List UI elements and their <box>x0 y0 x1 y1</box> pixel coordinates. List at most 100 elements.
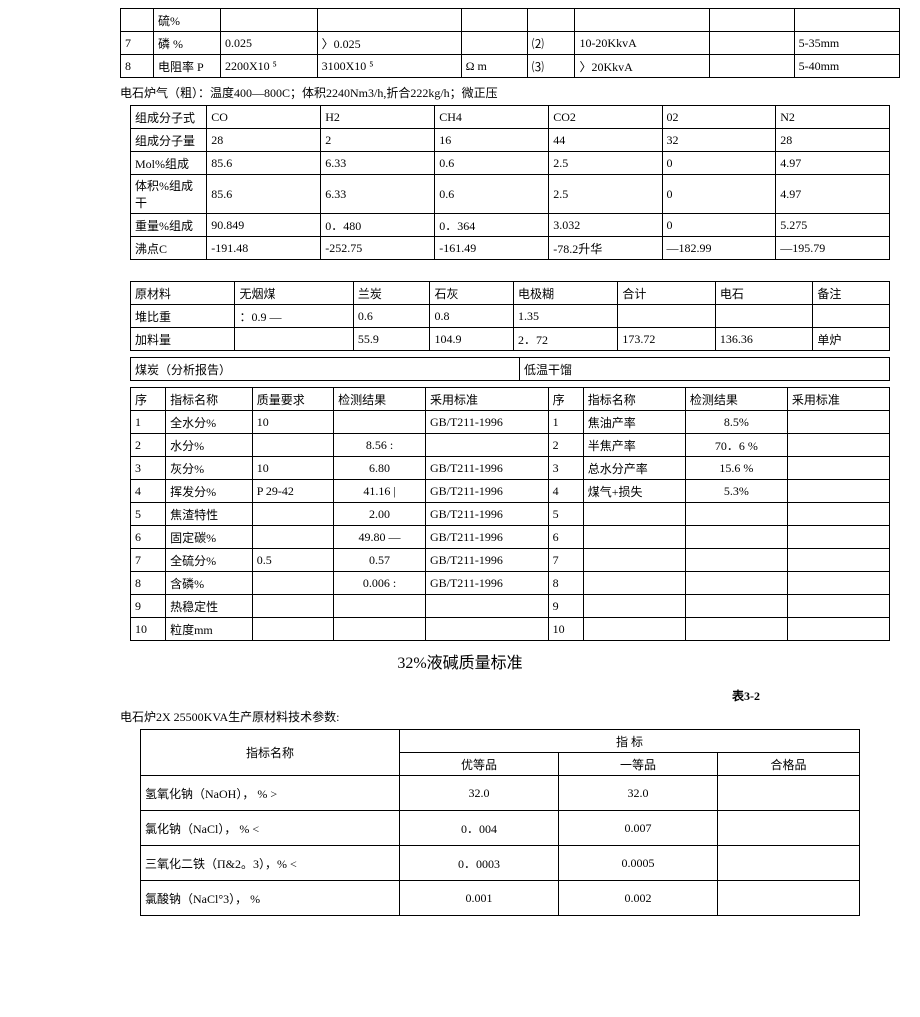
coal-header-table: 煤炭（分析报告） 低温干馏 <box>130 357 890 381</box>
cell: 8 <box>121 55 154 78</box>
cell: 7 <box>131 549 166 572</box>
cell: 石灰 <box>430 282 514 305</box>
cell <box>709 32 794 55</box>
cell: 粒度mm <box>166 618 253 641</box>
cell: 2200X10 ⁵ <box>221 55 318 78</box>
cell: 5-35mm <box>794 32 899 55</box>
cell: 煤气+损失 <box>583 480 685 503</box>
cell <box>461 9 527 32</box>
cell <box>718 776 860 811</box>
col-head: 指标名称 <box>166 388 253 411</box>
cell: 49.80 — <box>334 526 426 549</box>
cell: 0.006 : <box>334 572 426 595</box>
table-number: 表3-2 <box>120 687 800 704</box>
cell: ⑵ <box>527 32 575 55</box>
cell <box>787 526 889 549</box>
cell: 8 <box>131 572 166 595</box>
cell <box>787 457 889 480</box>
cell <box>813 305 890 328</box>
spec-table: 指标名称 指 标 优等品 一等品 合格品 氢氧化钠（NaOH）， % >32.0… <box>140 729 860 916</box>
cell: -161.49 <box>435 237 549 260</box>
cell: 41.16 | <box>334 480 426 503</box>
cell: 〉20KkvA <box>575 55 709 78</box>
cell: 0.8 <box>430 305 514 328</box>
prod-caption: 电石炉2X 25500KVA生产原材料技术参数: <box>120 708 800 725</box>
spec-name-head: 指标名称 <box>141 730 400 776</box>
cell: 组成分子量 <box>131 129 207 152</box>
cell: 4.97 <box>776 152 890 175</box>
cell: 7 <box>548 549 583 572</box>
cell <box>787 618 889 641</box>
cell <box>583 526 685 549</box>
cell: 10-20KkvA <box>575 32 709 55</box>
cell: 热稳定性 <box>166 595 253 618</box>
cell <box>583 572 685 595</box>
cell: 体积%组成干 <box>131 175 207 214</box>
cell <box>787 572 889 595</box>
cell: 全硫分% <box>166 549 253 572</box>
cell: 173.72 <box>618 328 715 351</box>
cell: 5 <box>548 503 583 526</box>
cell: 电石 <box>715 282 812 305</box>
cell: 水分% <box>166 434 253 457</box>
cell: 5 <box>131 503 166 526</box>
cell <box>334 618 426 641</box>
cell: 5.275 <box>776 214 890 237</box>
cell: 70．6 % <box>685 434 787 457</box>
cell: 2 <box>321 129 435 152</box>
cell: CO <box>207 106 321 129</box>
cell <box>583 549 685 572</box>
cell <box>685 572 787 595</box>
cell <box>787 480 889 503</box>
cell: 焦渣特性 <box>166 503 253 526</box>
cell: 32 <box>662 129 776 152</box>
cell: P 29-42 <box>252 480 333 503</box>
cell: 0.025 <box>221 32 318 55</box>
cell: 136.36 <box>715 328 812 351</box>
cell: 0．364 <box>435 214 549 237</box>
cell: 0.57 <box>334 549 426 572</box>
cell: 6.80 <box>334 457 426 480</box>
cell <box>787 434 889 457</box>
col-head: 序 <box>548 388 583 411</box>
cell: GB/T211-1996 <box>425 457 548 480</box>
col-head: 质量要求 <box>252 388 333 411</box>
cell: -78.2升华 <box>549 237 662 260</box>
coal-left: 煤炭（分析报告） <box>131 358 520 381</box>
cell: 2.00 <box>334 503 426 526</box>
cell: 8 <box>548 572 583 595</box>
cell: Mol%组成 <box>131 152 207 175</box>
cell <box>709 55 794 78</box>
spec-spec-head: 指 标 <box>400 730 860 753</box>
cell: GB/T211-1996 <box>425 549 548 572</box>
cell <box>334 595 426 618</box>
cell: 32.0 <box>559 776 718 811</box>
cell: GB/T211-1996 <box>425 526 548 549</box>
cell: -191.48 <box>207 237 321 260</box>
spec-g2: 一等品 <box>559 753 718 776</box>
col-head: 检测结果 <box>685 388 787 411</box>
cell: 无烟煤 <box>235 282 353 305</box>
cell: 电阻率 P <box>154 55 221 78</box>
cell: 85.6 <box>207 152 321 175</box>
cell: 28 <box>207 129 321 152</box>
cell: 合计 <box>618 282 715 305</box>
cell: 10 <box>252 457 333 480</box>
cell <box>715 305 812 328</box>
cell: ：0.9 — <box>235 305 353 328</box>
cell: 灰分% <box>166 457 253 480</box>
col-head: 检测结果 <box>334 388 426 411</box>
cell: 2 <box>548 434 583 457</box>
cell: H2 <box>321 106 435 129</box>
cell: 0.5 <box>252 549 333 572</box>
cell: 0 <box>662 214 776 237</box>
cell <box>685 618 787 641</box>
cell: 32.0 <box>400 776 559 811</box>
cell: ⑶ <box>527 55 575 78</box>
cell: 单炉 <box>813 328 890 351</box>
cell: 三氧化二铁（Π&2。3），% < <box>141 846 400 881</box>
cell <box>718 811 860 846</box>
cell: 104.9 <box>430 328 514 351</box>
cell: 15.6 % <box>685 457 787 480</box>
cell: —195.79 <box>776 237 890 260</box>
